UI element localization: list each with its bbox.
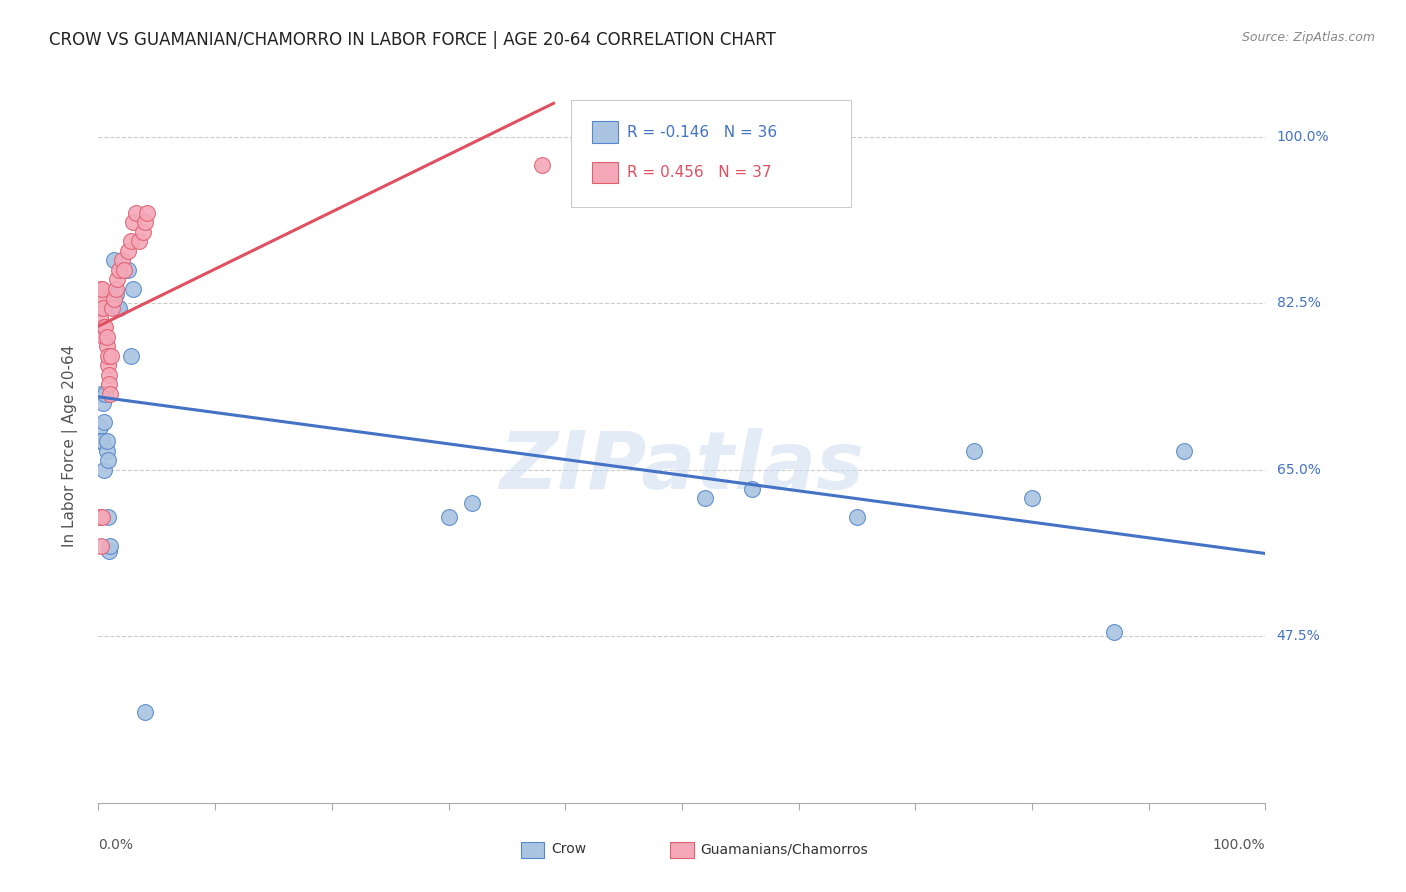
Point xyxy=(437,510,460,524)
Point xyxy=(90,539,112,553)
Point xyxy=(96,434,118,449)
Point xyxy=(94,320,117,334)
Point xyxy=(111,253,134,268)
Point xyxy=(93,320,115,334)
Point xyxy=(90,286,112,301)
Text: ZIPatlas: ZIPatlas xyxy=(499,428,865,507)
Point xyxy=(89,301,111,315)
Text: 100.0%: 100.0% xyxy=(1213,838,1265,853)
Text: Source: ZipAtlas.com: Source: ZipAtlas.com xyxy=(1241,31,1375,45)
Text: Crow: Crow xyxy=(551,842,586,856)
Point xyxy=(105,301,128,315)
Point xyxy=(104,282,127,296)
Point xyxy=(1173,443,1195,458)
Text: 100.0%: 100.0% xyxy=(1277,129,1329,144)
Point xyxy=(103,292,125,306)
Point xyxy=(97,510,120,524)
Point xyxy=(90,292,112,306)
Point xyxy=(108,301,131,315)
Point xyxy=(89,301,111,315)
Point xyxy=(108,263,131,277)
Point xyxy=(117,263,139,277)
Point xyxy=(90,386,112,401)
Point xyxy=(117,244,139,258)
Point xyxy=(112,263,135,277)
Point xyxy=(530,158,553,172)
Point xyxy=(741,482,763,496)
Bar xyxy=(592,162,617,184)
Point xyxy=(1102,624,1125,639)
Point xyxy=(97,358,120,372)
Text: 47.5%: 47.5% xyxy=(1277,629,1320,643)
Point xyxy=(90,301,112,315)
Text: 65.0%: 65.0% xyxy=(1277,463,1320,477)
Point xyxy=(93,415,115,429)
Text: R = -0.146   N = 36: R = -0.146 N = 36 xyxy=(627,125,778,139)
Point xyxy=(96,339,118,353)
Point xyxy=(89,420,111,434)
Point xyxy=(136,206,159,220)
Point xyxy=(96,443,118,458)
Point xyxy=(132,225,155,239)
Point xyxy=(846,510,869,524)
Text: 82.5%: 82.5% xyxy=(1277,296,1320,310)
Point xyxy=(103,253,125,268)
Point xyxy=(1021,491,1043,506)
Text: R = 0.456   N = 37: R = 0.456 N = 37 xyxy=(627,165,772,180)
Point xyxy=(90,282,112,296)
Point xyxy=(962,443,984,458)
Point xyxy=(101,286,124,301)
Point xyxy=(98,539,121,553)
Text: Guamanians/Chamorros: Guamanians/Chamorros xyxy=(700,842,869,856)
Point xyxy=(120,349,142,363)
Point xyxy=(122,215,145,229)
Point xyxy=(96,329,118,343)
Point xyxy=(97,453,120,467)
Point xyxy=(89,510,111,524)
Point xyxy=(98,386,121,401)
Point xyxy=(105,272,128,286)
Point xyxy=(91,396,114,410)
Text: CROW VS GUAMANIAN/CHAMORRO IN LABOR FORCE | AGE 20-64 CORRELATION CHART: CROW VS GUAMANIAN/CHAMORRO IN LABOR FORC… xyxy=(49,31,776,49)
Point xyxy=(90,510,112,524)
Point xyxy=(120,235,142,249)
Point xyxy=(97,377,120,392)
Point xyxy=(90,292,112,306)
Point xyxy=(97,368,120,382)
Point xyxy=(97,543,120,558)
Point xyxy=(125,206,148,220)
Point xyxy=(90,434,112,449)
Point xyxy=(695,491,717,506)
Point xyxy=(134,706,156,720)
Point xyxy=(122,282,145,296)
Bar xyxy=(520,842,544,858)
Point xyxy=(90,282,112,296)
Point xyxy=(461,496,484,510)
Point xyxy=(93,463,115,477)
Point xyxy=(128,235,150,249)
Point xyxy=(134,215,156,229)
Point xyxy=(100,349,122,363)
Point xyxy=(97,349,120,363)
Point xyxy=(93,329,115,343)
Point xyxy=(91,301,114,315)
Point xyxy=(89,310,111,325)
Point xyxy=(94,386,117,401)
Bar xyxy=(671,842,693,858)
Y-axis label: In Labor Force | Age 20-64: In Labor Force | Age 20-64 xyxy=(62,345,77,547)
FancyBboxPatch shape xyxy=(571,100,851,207)
Text: 0.0%: 0.0% xyxy=(98,838,134,853)
Bar xyxy=(592,121,617,143)
Point xyxy=(89,434,111,449)
Point xyxy=(101,301,124,315)
Point xyxy=(90,301,112,315)
Point xyxy=(104,286,127,301)
